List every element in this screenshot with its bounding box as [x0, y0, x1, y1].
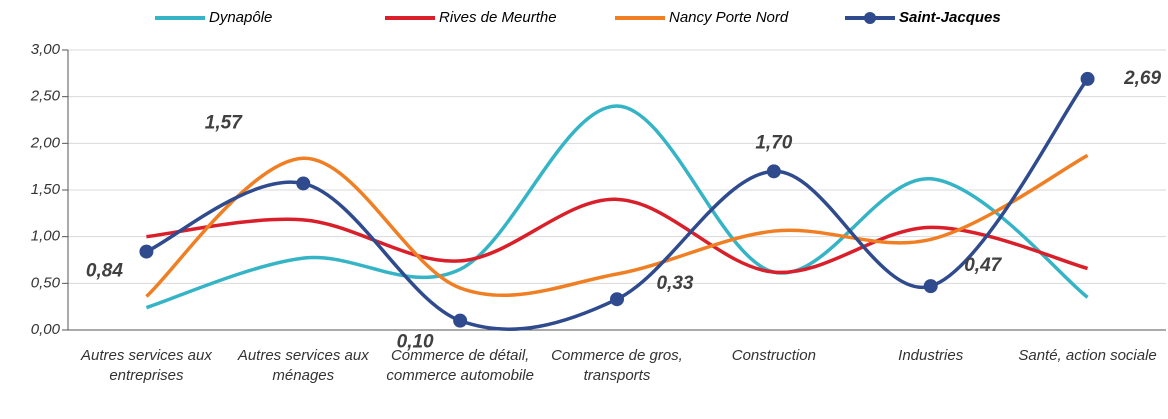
x-tick-label: Santé, action sociale [1018, 347, 1157, 364]
legend-marker [864, 12, 876, 24]
data-label: 0,47 [964, 255, 1002, 276]
x-tick-label: Commerce de détail, commerce automobile [386, 347, 534, 384]
y-tick-label: 1,00 [31, 228, 61, 245]
point [1080, 71, 1095, 86]
y-tick-label: 1,50 [31, 181, 61, 198]
point [139, 244, 154, 259]
series-line [145, 104, 1089, 310]
legend-label: Dynapôle [209, 9, 272, 26]
data-label: 0,33 [657, 273, 694, 294]
point [766, 164, 781, 179]
point [923, 279, 938, 294]
data-label: 1,57 [205, 112, 243, 133]
x-tick-label: Autres services aux ménages [237, 347, 369, 384]
legend-label: Rives de Meurthe [439, 9, 557, 26]
series-line [145, 153, 1089, 298]
point [610, 292, 624, 307]
x-tick-label: Commerce de gros, transports [551, 347, 683, 384]
legend-label: Nancy Porte Nord [669, 9, 789, 26]
x-tick-label: Autres services aux entreprises [80, 347, 212, 384]
data-label: 1,70 [755, 132, 792, 153]
data-label: 0,84 [86, 261, 123, 282]
legend-label: Saint-Jacques [899, 9, 1001, 26]
point [296, 176, 311, 191]
data-label: 2,69 [1123, 68, 1161, 89]
x-tick-label: Construction [731, 347, 816, 364]
y-tick-label: 0,00 [31, 321, 61, 338]
data-label: 0,10 [397, 332, 434, 353]
y-tick-label: 3,00 [31, 41, 61, 58]
y-tick-label: 2,00 [30, 134, 61, 151]
y-tick-label: 0,50 [31, 274, 61, 291]
y-tick-label: 2,50 [30, 88, 61, 105]
point [453, 313, 468, 328]
series-line [146, 197, 1089, 275]
x-tick-label: Industries [898, 347, 964, 364]
series-line [145, 77, 1089, 331]
